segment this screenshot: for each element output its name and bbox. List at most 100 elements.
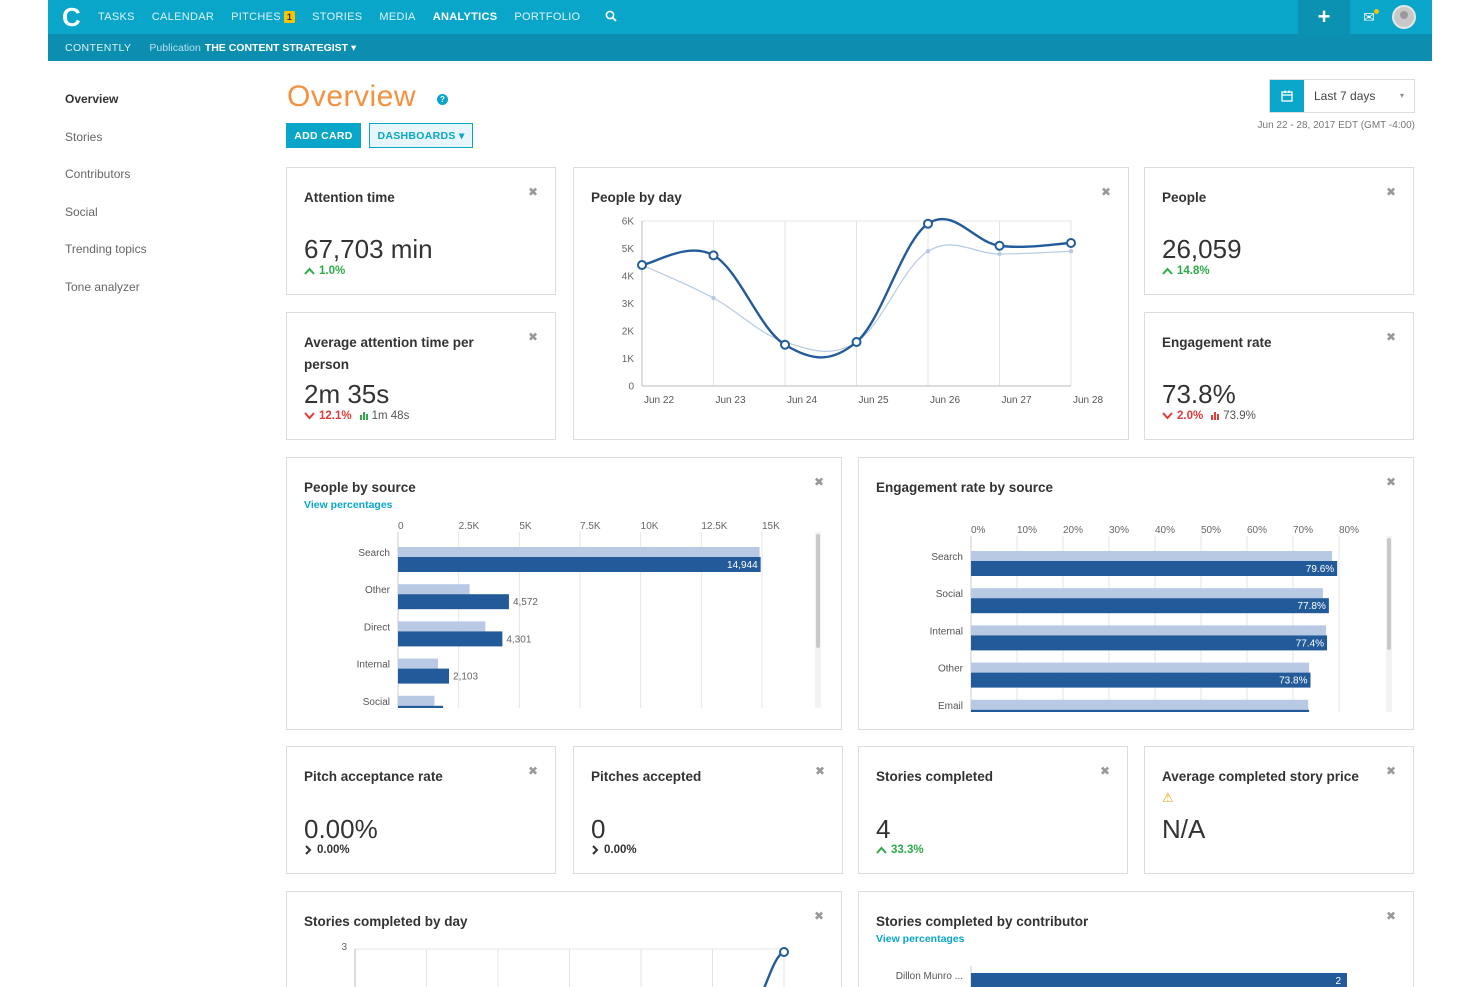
series-previous-point bbox=[997, 251, 1002, 257]
nav-calendar[interactable]: CALENDAR bbox=[152, 11, 214, 23]
x-tick-label: Jun 23 bbox=[715, 395, 745, 406]
date-range-label: Last 7 days bbox=[1314, 89, 1376, 103]
metric-value: N/A bbox=[1162, 814, 1206, 844]
close-icon[interactable]: ✖ bbox=[1385, 330, 1396, 344]
series-current-point bbox=[923, 218, 933, 229]
category-label: Social bbox=[363, 697, 390, 708]
close-icon[interactable]: ✖ bbox=[1100, 185, 1111, 199]
series-previous-point bbox=[1068, 249, 1074, 254]
bar-current bbox=[971, 973, 1347, 987]
delta-value: 0.00% bbox=[604, 844, 637, 856]
comparison-value: 73.9% bbox=[1223, 410, 1256, 422]
contently-logo-icon[interactable]: C bbox=[62, 2, 81, 32]
bar-chart-icon bbox=[1211, 412, 1220, 420]
sidebar-item-trending-topics[interactable]: Trending topics bbox=[65, 242, 147, 256]
engagement-by-source-chart: 0% 10% 20% 30% 40% 50% 60% 70% 80% Search 79.6% Soc… bbox=[930, 525, 1392, 724]
publication-label: Publication bbox=[149, 41, 201, 54]
bar-current bbox=[398, 557, 761, 572]
nav-portfolio[interactable]: PORTFOLIO bbox=[514, 11, 580, 23]
sidebar-item-tone-analyzer[interactable]: Tone analyzer bbox=[65, 279, 140, 294]
category-label: Search bbox=[931, 552, 963, 563]
notification-dot bbox=[1374, 9, 1379, 14]
date-range-select[interactable]: Last 7 days ▾ bbox=[1269, 79, 1415, 113]
category-label: Other bbox=[365, 585, 391, 596]
delta-value: 33.3% bbox=[891, 844, 924, 856]
comparison: 1m 48s bbox=[359, 410, 409, 422]
nav-media[interactable]: MEDIA bbox=[379, 11, 415, 23]
nav-stories[interactable]: STORIES bbox=[312, 11, 362, 23]
bar-value-label: 2 bbox=[1335, 976, 1341, 987]
warning-icon[interactable]: ⚠ bbox=[1162, 790, 1174, 805]
category-label: Email bbox=[938, 701, 963, 712]
analytics-sidebar: Overview Stories Contributors Social Tre… bbox=[65, 92, 245, 317]
arrow-down-icon bbox=[1162, 412, 1173, 420]
card-attention-time: Attention time ✖ 67,703 min 1.0% bbox=[286, 167, 556, 295]
close-icon[interactable]: ✖ bbox=[527, 764, 538, 778]
card-title: Engagement rate bbox=[1162, 335, 1272, 350]
category-label: Internal bbox=[357, 660, 390, 671]
series-current-point bbox=[779, 947, 789, 957]
create-plus-button[interactable]: + bbox=[1298, 0, 1350, 34]
close-icon[interactable]: ✖ bbox=[1385, 475, 1396, 489]
nav-portfolio-label: PORTFOLIO bbox=[514, 11, 581, 23]
card-pitch-acceptance-rate: Pitch acceptance rate ✖ 0.00% 0.00% bbox=[286, 746, 556, 874]
metric-delta: 0.00% bbox=[591, 844, 637, 856]
close-icon[interactable]: ✖ bbox=[813, 909, 824, 923]
card-title: Average completed story price bbox=[1162, 769, 1359, 784]
series-previous-point bbox=[925, 249, 931, 254]
close-icon[interactable]: ✖ bbox=[527, 330, 538, 344]
close-icon[interactable]: ✖ bbox=[527, 185, 538, 199]
x-tick-label: Jun 22 bbox=[644, 395, 674, 406]
card-title: People by day bbox=[591, 190, 682, 205]
view-percentages-link[interactable]: View percentages bbox=[304, 499, 393, 511]
search-icon[interactable] bbox=[605, 10, 618, 25]
bar-current bbox=[971, 672, 1311, 688]
metric-delta: 0.00% bbox=[304, 844, 350, 856]
sidebar-item-contributors[interactable]: Contributors bbox=[65, 167, 131, 181]
delta-value: 12.1% bbox=[319, 410, 352, 422]
nav-tasks[interactable]: TASKS bbox=[98, 11, 135, 23]
sidebar-item-stories[interactable]: Stories bbox=[65, 129, 103, 144]
sidebar-item-overview[interactable]: Overview bbox=[65, 92, 119, 106]
nav-analytics[interactable]: ANALYTICS bbox=[433, 11, 498, 23]
close-icon[interactable]: ✖ bbox=[1099, 764, 1110, 778]
bar-previous bbox=[398, 547, 760, 557]
series-current-line bbox=[763, 950, 785, 987]
close-icon[interactable]: ✖ bbox=[814, 764, 825, 778]
bar-value-label: 4,572 bbox=[513, 597, 538, 608]
publication-selector[interactable]: THE CONTENT STRATEGIST ▾ bbox=[204, 41, 357, 54]
y-tick-label: 3 bbox=[341, 942, 347, 953]
add-card-button[interactable]: ADD CARD bbox=[286, 123, 361, 148]
card-pitches-accepted: Pitches accepted ✖ 0 0.00% bbox=[573, 746, 843, 874]
bar-value-label: 73.5% bbox=[1278, 713, 1306, 724]
user-avatar[interactable] bbox=[1392, 5, 1416, 29]
close-icon[interactable]: ✖ bbox=[813, 475, 824, 489]
sidebar-item-social[interactable]: Social bbox=[65, 204, 98, 219]
x-tick-label: 12.5K bbox=[701, 521, 727, 532]
publication-bar: CONTENTLY Publication THE CONTENT STRATE… bbox=[48, 34, 1432, 61]
help-icon[interactable]: ? bbox=[437, 94, 448, 105]
nav-tasks-label: TASKS bbox=[98, 11, 135, 23]
nav-right-actions: + ✉ bbox=[1298, 0, 1432, 34]
metric-value: 2m 35s bbox=[304, 379, 390, 409]
nav-pitches[interactable]: PITCHES 1 bbox=[231, 11, 296, 23]
dashboards-dropdown-button[interactable]: DASHBOARDS ▾ bbox=[369, 123, 473, 148]
bar-previous bbox=[971, 588, 1323, 599]
view-percentages-link[interactable]: View percentages bbox=[876, 933, 965, 945]
bar-value-label: 2,103 bbox=[453, 672, 478, 683]
card-people-by-source: People by source View percentages ✖ 0 2.5… bbox=[286, 457, 842, 730]
y-tick-label: 4K bbox=[622, 272, 635, 283]
nav-items: TASKS CALENDAR PITCHES 1 STORIES MEDIA AN… bbox=[98, 0, 618, 34]
mail-glyph: ✉ bbox=[1363, 8, 1375, 25]
card-title: Engagement rate by source bbox=[876, 480, 1054, 495]
x-tick-label: 2.5K bbox=[459, 521, 480, 532]
close-icon[interactable]: ✖ bbox=[1385, 909, 1396, 923]
x-tick-label: 10% bbox=[1017, 525, 1037, 536]
notifications-mail-icon[interactable]: ✉ bbox=[1350, 0, 1388, 34]
brand-label[interactable]: CONTENTLY bbox=[65, 41, 132, 54]
close-icon[interactable]: ✖ bbox=[1385, 185, 1396, 199]
bar-previous bbox=[971, 551, 1333, 561]
bar-current bbox=[971, 598, 1329, 614]
calendar-icon bbox=[1270, 80, 1304, 112]
close-icon[interactable]: ✖ bbox=[1385, 764, 1396, 778]
